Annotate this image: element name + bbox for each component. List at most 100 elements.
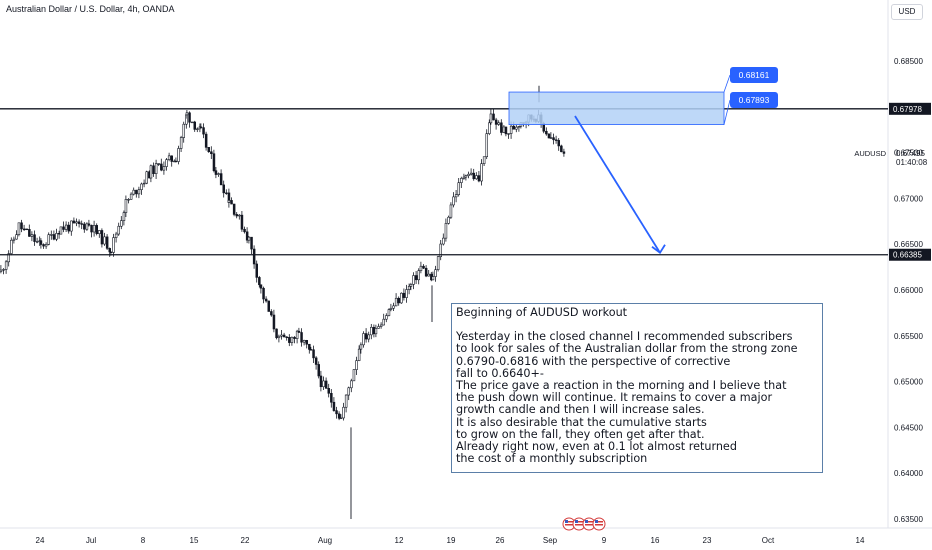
candle <box>114 233 118 238</box>
candle <box>52 234 56 240</box>
currency-button[interactable]: USD <box>891 4 923 20</box>
note-line: 0.6790-0.6816 with the perspective of co… <box>456 354 731 368</box>
candle <box>509 125 513 134</box>
candle <box>120 220 123 227</box>
candle <box>124 199 128 213</box>
candle <box>397 297 400 304</box>
candle <box>557 140 560 147</box>
candle <box>300 332 303 343</box>
candle <box>562 151 566 154</box>
candle <box>357 348 361 361</box>
candle <box>272 314 276 330</box>
candle <box>262 287 265 300</box>
candle <box>439 243 442 257</box>
candle <box>312 349 315 359</box>
flag-stripe <box>585 521 593 523</box>
candle <box>549 137 553 139</box>
candle <box>199 126 203 128</box>
candle <box>165 159 168 167</box>
candle <box>20 222 23 230</box>
candle <box>44 244 48 247</box>
candle <box>170 155 174 162</box>
flag-stripe <box>585 524 593 526</box>
candle <box>160 163 163 171</box>
candle <box>431 276 435 281</box>
candle <box>55 233 58 240</box>
note-line: growth candle and then I will increase s… <box>456 403 705 417</box>
candle <box>157 163 161 165</box>
candle <box>185 112 189 116</box>
note-line: the push down will continue. It remains … <box>456 391 773 405</box>
time-tick-label: Aug <box>318 536 332 545</box>
note-line: Yesterday in the closed channel I recomm… <box>456 330 793 344</box>
candle <box>137 189 141 195</box>
candle <box>419 265 423 271</box>
candle <box>259 284 263 289</box>
candle <box>145 171 149 184</box>
candle <box>452 196 455 206</box>
candle <box>42 244 45 247</box>
candle <box>402 292 406 298</box>
candle <box>103 236 106 245</box>
candle <box>204 133 208 148</box>
candle <box>385 315 388 320</box>
candle <box>83 223 86 230</box>
candle <box>217 173 220 175</box>
time-tick-label: Sep <box>543 536 558 545</box>
candle <box>547 133 551 139</box>
candle <box>362 333 365 346</box>
candle <box>472 172 475 180</box>
candle <box>319 375 323 388</box>
candle <box>469 172 473 175</box>
candle <box>367 334 370 340</box>
zone-bottom-leader <box>723 99 731 125</box>
candle <box>344 394 348 408</box>
note-line: It is also desirable that the cumulative… <box>456 415 707 429</box>
candle <box>167 155 171 160</box>
upper-level-label-bg <box>889 102 931 115</box>
candle <box>142 182 146 185</box>
time-tick-label: 8 <box>141 536 146 545</box>
candle <box>302 340 306 343</box>
candle <box>33 234 36 242</box>
candle <box>485 133 488 158</box>
candle <box>190 121 194 124</box>
candle <box>75 221 78 224</box>
candle <box>230 200 233 205</box>
candle <box>222 184 226 194</box>
candle <box>342 406 345 419</box>
candle <box>47 234 50 245</box>
lower-level-label-bg <box>889 248 931 261</box>
candle <box>12 238 16 241</box>
candle <box>22 228 26 231</box>
candle <box>77 221 81 224</box>
projection-arrow[interactable] <box>574 115 661 254</box>
candle <box>127 199 130 201</box>
time-tick-label: 26 <box>496 536 505 545</box>
candle <box>427 273 430 277</box>
candle <box>504 126 508 135</box>
candle <box>258 277 261 286</box>
candle <box>270 311 273 316</box>
candle <box>4 261 8 270</box>
candle <box>117 225 121 235</box>
price-tick-label: 0.65500 <box>894 332 923 341</box>
note-line: fall to 0.6640+- <box>456 366 544 380</box>
candle <box>497 122 500 125</box>
chart-title: Australian Dollar / U.S. Dollar, 4h, OAN… <box>6 4 175 14</box>
candle <box>389 307 393 310</box>
candle <box>132 189 136 195</box>
candle <box>85 223 89 230</box>
supply-zone[interactable] <box>508 91 725 126</box>
candle <box>339 417 343 420</box>
projection-arrowhead <box>651 244 666 255</box>
candle <box>515 126 518 130</box>
flag-stripe <box>565 521 573 523</box>
candle <box>382 318 385 326</box>
time-tick-label: 12 <box>395 536 404 545</box>
candle <box>480 163 483 182</box>
candle <box>105 236 109 249</box>
candle <box>90 224 93 233</box>
candle <box>417 270 420 281</box>
